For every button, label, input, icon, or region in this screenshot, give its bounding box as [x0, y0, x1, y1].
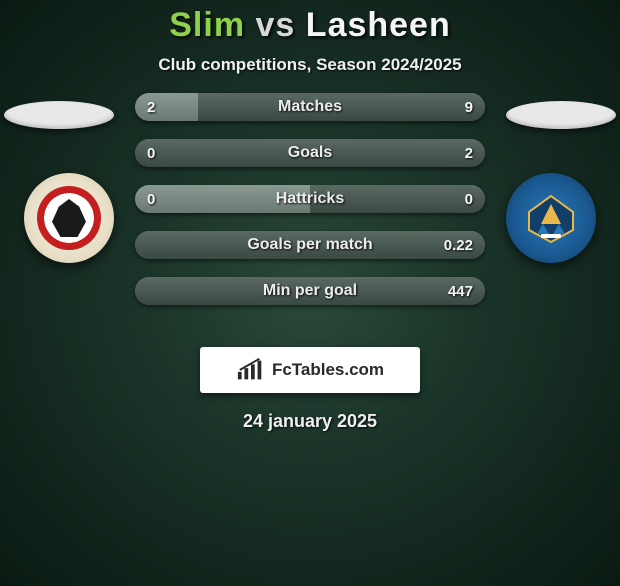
stat-bar-matches: 29Matches: [135, 93, 485, 121]
player2-name: Lasheen: [306, 6, 451, 44]
stat-label: Hattricks: [135, 190, 485, 208]
comparison-title: Slim vs Lasheen: [0, 6, 620, 45]
brand-text: FcTables.com: [272, 360, 384, 380]
player1-name: Slim: [169, 6, 245, 44]
stat-bar-min-per-goal: 447Min per goal: [135, 277, 485, 305]
vs-text: vs: [256, 6, 296, 44]
stat-bars: 29Matches 02Goals 00Hattricks 0.22Goals per…: [135, 93, 485, 323]
stat-label: Goals per match: [135, 236, 485, 254]
stat-label: Goals: [135, 144, 485, 162]
club-badge-pyramids: [506, 173, 596, 263]
subtitle: Club competitions, Season 2024/2025: [0, 55, 620, 75]
flag-right: [506, 101, 616, 129]
stat-label: Min per goal: [135, 282, 485, 300]
club-badge-al-ahly: [24, 173, 114, 263]
stat-label: Matches: [135, 98, 485, 116]
flag-left: [4, 101, 114, 129]
chart-icon: [236, 358, 266, 382]
comparison-arena: 29Matches 02Goals 00Hattricks 0.22Goals per…: [0, 93, 620, 333]
pyramids-icon: [523, 190, 579, 246]
stat-bar-hattricks: 00Hattricks: [135, 185, 485, 213]
date-text: 24 january 2025: [0, 411, 620, 432]
stat-bar-goals-per-match: 0.22Goals per match: [135, 231, 485, 259]
brand-badge[interactable]: FcTables.com: [200, 347, 420, 393]
stat-bar-goals: 02Goals: [135, 139, 485, 167]
